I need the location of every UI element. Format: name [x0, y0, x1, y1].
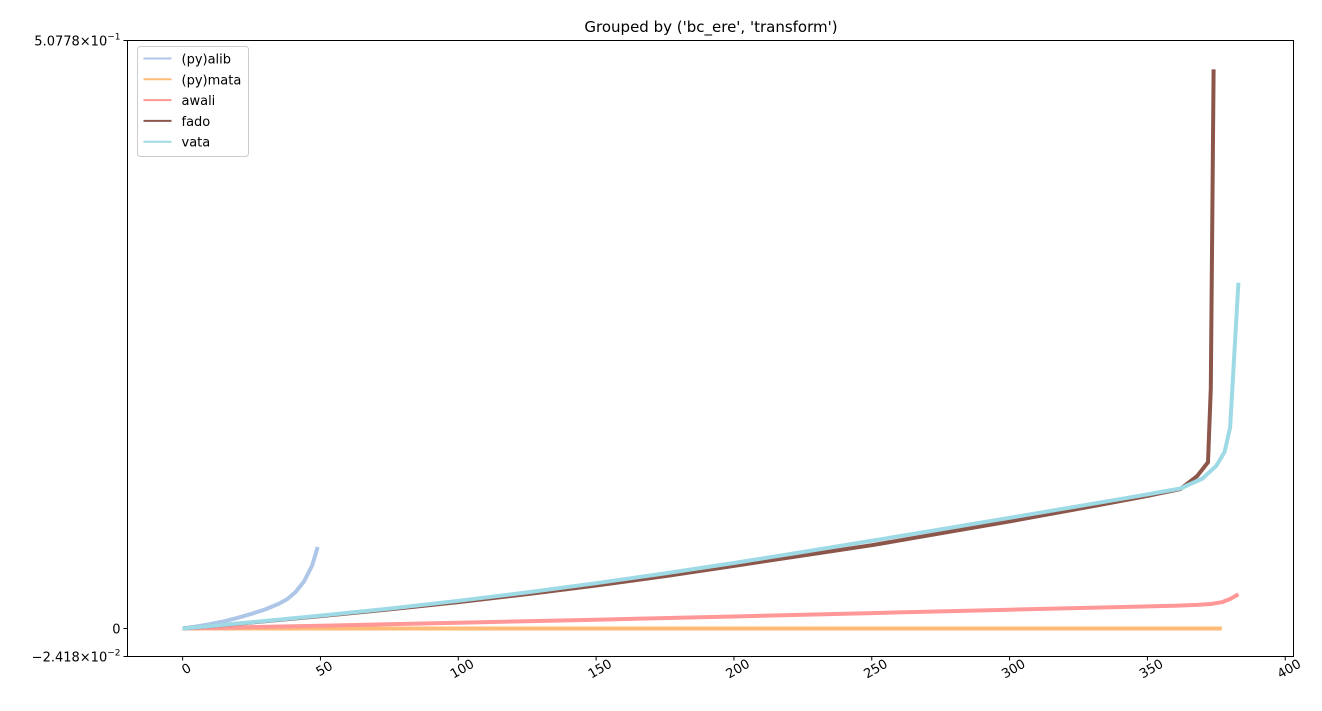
- legend-label: fado: [182, 115, 211, 130]
- legend: (py)alib (py)mata awali fado vata: [137, 46, 249, 157]
- y-axis: 5.0778×10−1 0 −2.418×10−2: [32, 33, 128, 666]
- y-tick-label: 5.0778×10−1: [34, 33, 120, 50]
- series-lines: [182, 69, 1241, 631]
- x-tick-label: 50: [314, 659, 336, 680]
- y-tick-label: 0: [112, 623, 120, 638]
- chart-title: Grouped by ('bc_ere', 'transform'): [584, 18, 837, 37]
- y-tick-label: −2.418×10−2: [32, 649, 121, 666]
- legend-label: vata: [182, 136, 211, 151]
- legend-label: awali: [182, 94, 216, 109]
- legend-label: (py)mata: [182, 73, 242, 88]
- plot-frame: [127, 40, 1294, 657]
- legend-box: [137, 46, 249, 157]
- legend-label: (py)alib: [182, 53, 232, 68]
- series-line-4: [182, 282, 1241, 631]
- series-line-2: [182, 592, 1240, 631]
